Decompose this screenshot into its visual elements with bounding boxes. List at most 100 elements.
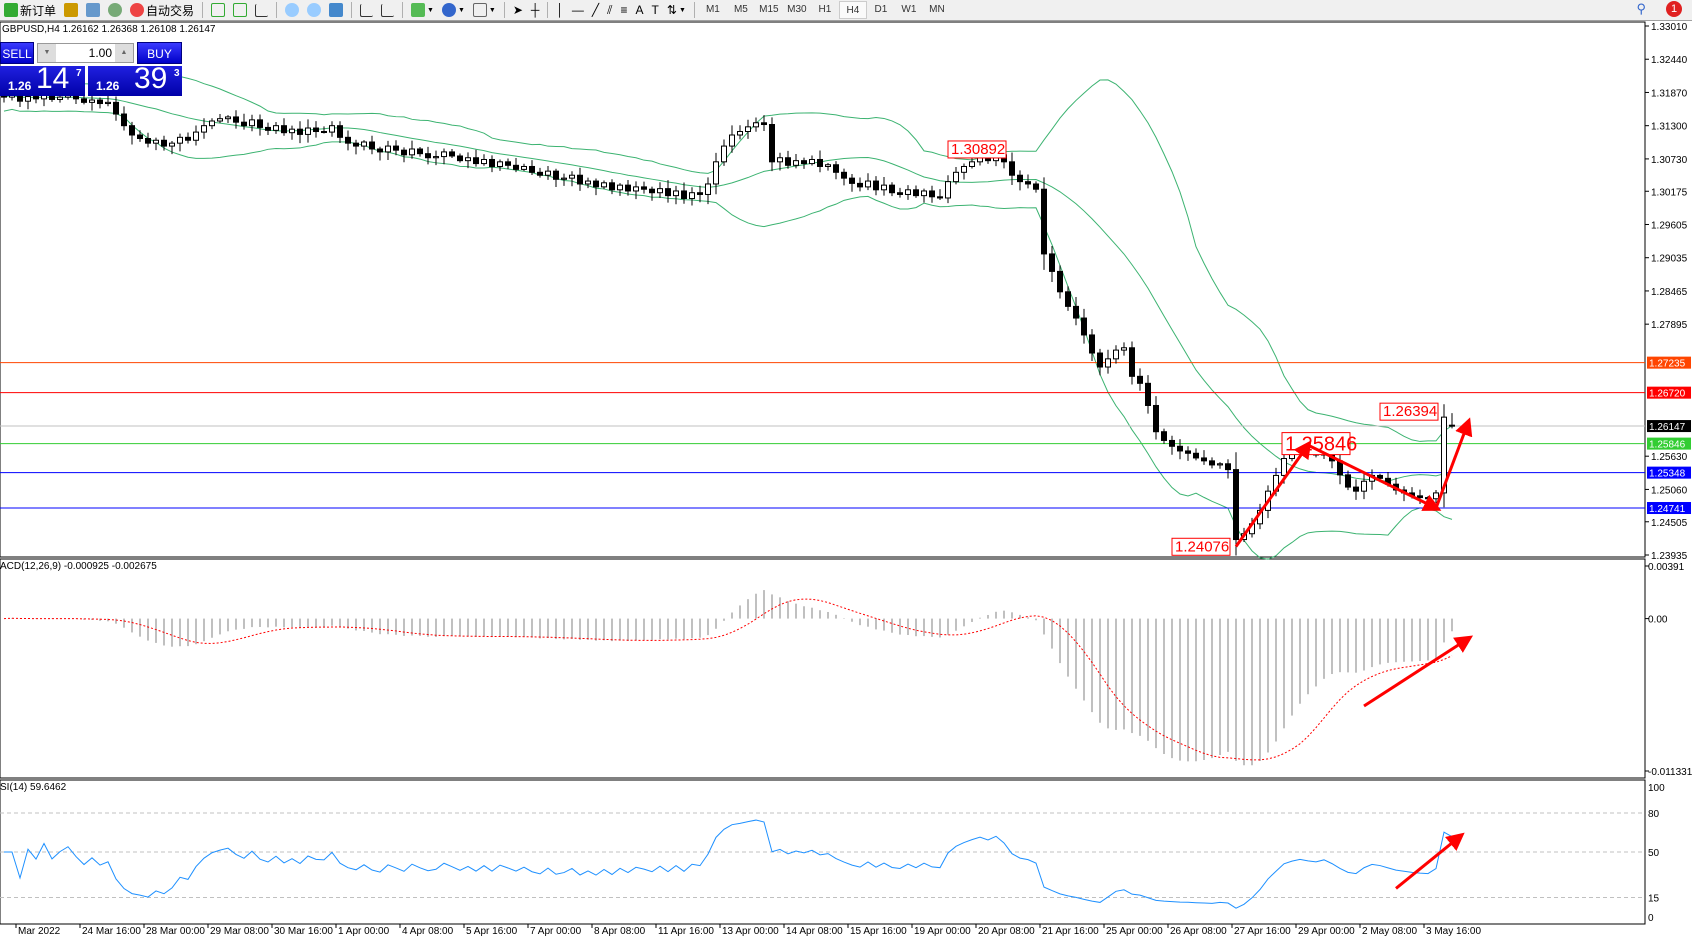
candle-body <box>449 151 455 157</box>
arrows-button[interactable]: ⇅ ▼ <box>663 1 690 19</box>
templates-button[interactable]: ▼ <box>469 1 500 19</box>
timeframe-m5[interactable]: M5 <box>733 4 748 15</box>
candle-body <box>393 145 399 151</box>
text-button[interactable]: A <box>632 1 648 19</box>
separator <box>351 2 353 18</box>
lot-decrease-icon[interactable]: ▼ <box>38 44 56 62</box>
candle <box>185 132 191 144</box>
candle-body <box>921 190 927 197</box>
text-label-button[interactable]: T <box>648 1 663 19</box>
signal-button[interactable] <box>104 1 126 19</box>
candle-body <box>777 157 783 163</box>
history-button[interactable] <box>60 1 82 19</box>
candle-body <box>1121 347 1127 351</box>
chevron-down-icon: ▼ <box>488 6 496 14</box>
price-annotation: 1.30892 <box>951 141 1005 158</box>
lot-size-value[interactable]: 1.00 <box>88 46 112 60</box>
sell-price[interactable]: 1.26 14 7 <box>0 62 85 96</box>
price-tick-label: 1.31300 <box>1651 122 1688 133</box>
candle <box>729 125 735 153</box>
line-chart-button[interactable] <box>251 1 272 19</box>
toolbar-right: ⚲ 1 <box>1636 1 1682 17</box>
horizontal-line-icon: — <box>571 3 584 17</box>
timeframe-m30[interactable]: M30 <box>787 4 807 15</box>
fibo-button[interactable]: ⫽ <box>603 1 616 19</box>
candle <box>441 148 447 165</box>
chart-shift-button[interactable] <box>377 1 398 19</box>
candle <box>433 150 439 166</box>
zoom-in-button[interactable] <box>281 1 303 19</box>
candle-body <box>217 118 223 122</box>
candle-body <box>1089 334 1095 354</box>
candle-body <box>249 119 255 127</box>
candle-body <box>1033 183 1039 190</box>
timeframe-w1[interactable]: W1 <box>901 4 917 15</box>
lot-increase-icon[interactable]: ▲ <box>115 44 133 62</box>
autoscroll-button[interactable] <box>356 1 377 19</box>
fibo-expansion-button[interactable]: ≡ <box>617 1 632 19</box>
candle-body <box>585 180 591 185</box>
buy-price[interactable]: 1.26 39 3 <box>88 62 182 96</box>
candle-body <box>865 180 871 188</box>
chevron-down-icon: ▼ <box>678 6 686 14</box>
candle <box>113 96 119 121</box>
candle-body <box>801 160 807 165</box>
candle-body <box>625 184 631 192</box>
vertical-line-button[interactable]: │ <box>552 1 568 19</box>
search-icon[interactable]: ⚲ <box>1636 1 1646 16</box>
candle-body <box>889 184 895 194</box>
rsi-tick-label: 15 <box>1648 894 1660 905</box>
zoom-out-button[interactable] <box>303 1 325 19</box>
candle-body <box>1353 486 1359 492</box>
timeframe-m15[interactable]: M15 <box>759 4 779 15</box>
indicators-button[interactable]: ▼ <box>407 1 438 19</box>
time-tick-label: 19 Apr 00:00 <box>914 926 971 936</box>
candle <box>665 180 671 203</box>
candle-body <box>657 188 663 194</box>
candle-body <box>505 161 511 166</box>
cursor-button[interactable]: ➤ <box>509 1 527 19</box>
trendline-button[interactable]: ╱ <box>588 1 603 19</box>
periods-icon <box>441 3 456 17</box>
timeframe-h4[interactable]: H4 <box>838 1 867 19</box>
price-annotation-box <box>947 140 1007 159</box>
auto-trading-button[interactable]: 自动交易 <box>126 1 198 19</box>
candle <box>1041 177 1047 270</box>
bar-chart-button[interactable] <box>207 1 229 19</box>
candle <box>1449 413 1455 429</box>
candle-chart-button[interactable] <box>229 1 251 19</box>
candle <box>713 152 719 195</box>
buy-button[interactable]: BUY <box>137 42 182 64</box>
timeframe-m1[interactable]: M1 <box>705 4 720 15</box>
candle <box>705 177 711 205</box>
candle <box>193 125 199 146</box>
crosshair-button[interactable]: ┼ <box>527 1 544 19</box>
new-order-button[interactable]: 新订单 <box>0 1 60 19</box>
candle-body <box>545 170 551 176</box>
candle <box>785 150 791 169</box>
lot-size-field[interactable]: ▼ 1.00 ▲ <box>37 43 134 63</box>
candle-body <box>321 131 327 134</box>
timeframe-h1[interactable]: H1 <box>818 4 832 15</box>
price-label-bg <box>1647 466 1691 479</box>
candle-body <box>633 186 639 192</box>
horizontal-line-button[interactable]: — <box>568 1 588 19</box>
periods-button[interactable]: ▼ <box>438 1 469 19</box>
sell-button[interactable]: SELL <box>0 42 34 64</box>
candle-body <box>305 127 311 135</box>
signal-icon <box>108 3 123 17</box>
timeframe-mn[interactable]: MN <box>929 4 945 15</box>
candle <box>873 176 879 196</box>
timeframe-d1[interactable]: D1 <box>874 4 888 15</box>
candle-body <box>1025 181 1031 185</box>
candle-body <box>1009 161 1015 176</box>
terminal-button[interactable] <box>82 1 104 19</box>
candle <box>1073 297 1079 326</box>
tile-windows-button[interactable] <box>325 1 347 19</box>
candle <box>297 121 303 144</box>
candle-body <box>737 131 743 136</box>
new-order-icon <box>4 3 18 17</box>
notification-badge[interactable]: 1 <box>1666 1 1682 17</box>
candle <box>697 185 703 203</box>
